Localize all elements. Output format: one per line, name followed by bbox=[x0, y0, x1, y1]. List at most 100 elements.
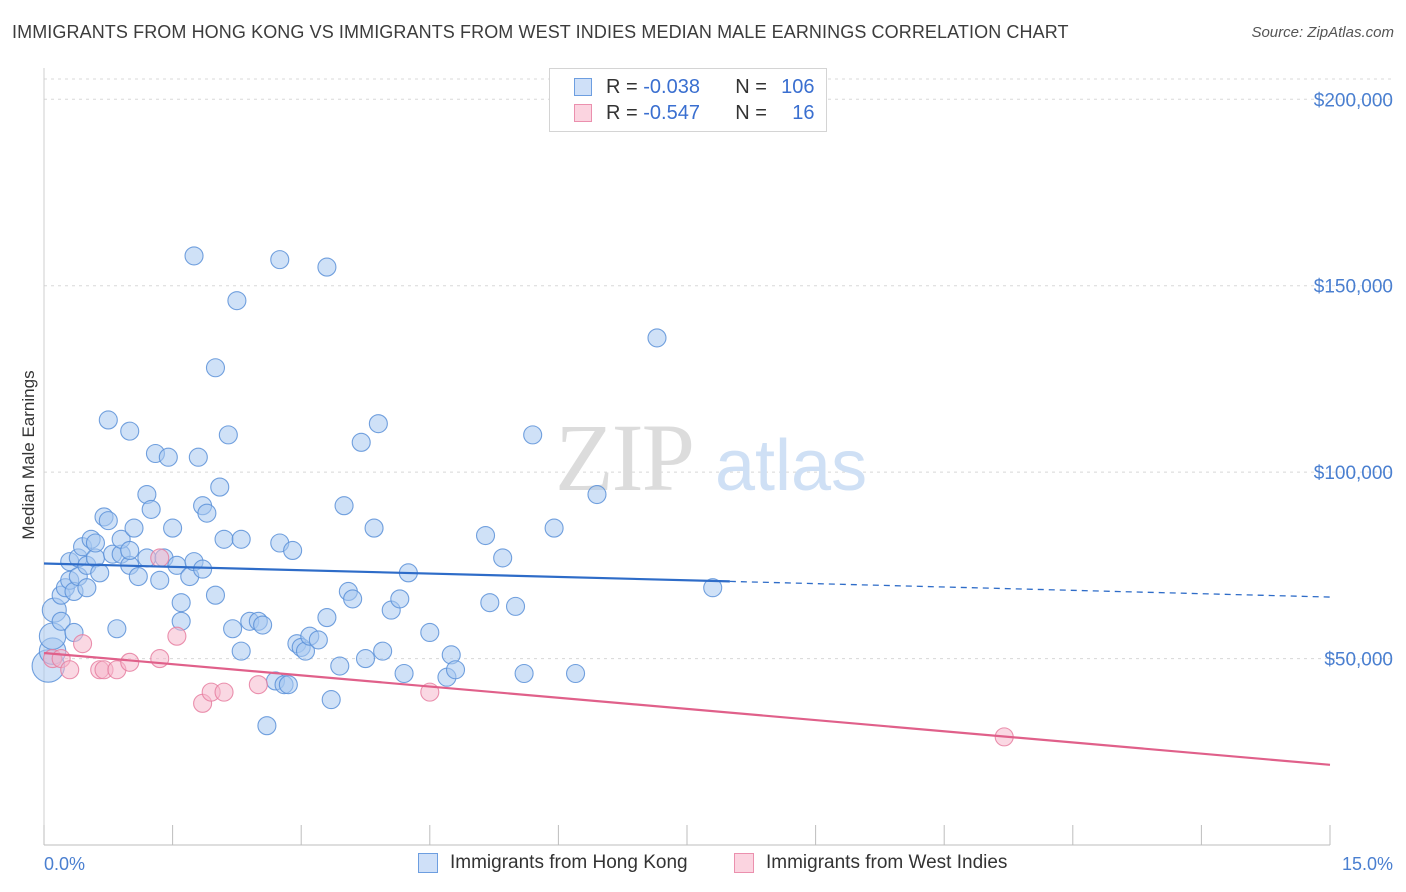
legend-row-hong-kong: R = -0.038 N = 106 bbox=[574, 75, 815, 99]
data-points bbox=[31, 246, 1014, 747]
data-point bbox=[253, 615, 273, 635]
y-tick-label: $200,000 bbox=[1314, 90, 1393, 111]
data-point bbox=[351, 432, 371, 452]
data-point bbox=[167, 626, 187, 646]
data-point bbox=[214, 682, 234, 702]
data-point bbox=[205, 585, 226, 605]
legend-n-value: 16 bbox=[792, 101, 815, 124]
data-point bbox=[60, 660, 80, 680]
series-legend-hong-kong: Immigrants from Hong Kong bbox=[418, 852, 688, 874]
data-point bbox=[77, 578, 97, 598]
x-tick-label-min: 0.0% bbox=[44, 854, 85, 874]
axes bbox=[43, 68, 1331, 846]
trend-line-hong-kong-extension bbox=[729, 580, 1331, 598]
data-point bbox=[514, 663, 534, 684]
series-swatch-blue bbox=[418, 853, 438, 873]
data-point bbox=[150, 548, 170, 568]
data-point bbox=[257, 716, 277, 736]
trend-line-hong-kong bbox=[43, 562, 730, 583]
watermark-atlas: atlas bbox=[715, 426, 867, 506]
data-point bbox=[647, 328, 667, 348]
data-point bbox=[308, 630, 328, 650]
series-swatch-pink bbox=[734, 853, 754, 873]
data-point bbox=[51, 611, 71, 631]
source-label: Source: ZipAtlas.com bbox=[1251, 24, 1394, 41]
legend-swatch-blue bbox=[574, 78, 592, 96]
data-point bbox=[565, 663, 586, 684]
trend-lines bbox=[43, 562, 1331, 766]
data-point bbox=[278, 675, 298, 695]
data-point bbox=[231, 529, 251, 549]
data-point bbox=[317, 608, 337, 628]
data-point bbox=[90, 563, 110, 583]
data-point bbox=[85, 533, 105, 553]
chart-title: IMMIGRANTS FROM HONG KONG VS IMMIGRANTS … bbox=[12, 22, 1069, 42]
y-tick-labels: $50,000 $100,000 $150,000 $200,000 bbox=[1314, 90, 1393, 670]
legend-swatch-pink bbox=[574, 104, 592, 122]
legend-n-label: N = bbox=[735, 75, 767, 98]
data-point bbox=[231, 641, 251, 661]
data-point bbox=[355, 649, 376, 669]
data-point bbox=[321, 690, 341, 710]
series-label: Immigrants from West Indies bbox=[766, 852, 1008, 873]
data-point bbox=[394, 663, 414, 684]
data-point bbox=[98, 511, 118, 531]
y-tick-label: $100,000 bbox=[1314, 463, 1393, 484]
legend-r-value: -0.038 bbox=[643, 75, 700, 98]
data-point bbox=[544, 518, 564, 538]
data-point bbox=[210, 477, 230, 497]
data-point bbox=[188, 447, 208, 467]
watermark: ZIP atlas bbox=[555, 404, 867, 511]
trend-line-west-indies bbox=[43, 651, 1331, 766]
data-point bbox=[128, 566, 148, 587]
legend-row-west-indies: R = -0.547 N = 16 bbox=[574, 101, 815, 125]
legend-n-label: N = bbox=[735, 101, 767, 124]
correlation-legend: R = -0.038 N = 106 R = -0.547 N = 16 bbox=[549, 68, 827, 132]
data-point bbox=[475, 525, 496, 546]
legend-n-value: 106 bbox=[781, 75, 815, 98]
data-point bbox=[214, 529, 234, 549]
data-point bbox=[505, 596, 526, 616]
data-point bbox=[197, 503, 217, 523]
series-west-indies-points bbox=[43, 548, 1014, 747]
data-point bbox=[703, 578, 723, 598]
x-tick-label-max: 15.0% bbox=[1342, 854, 1393, 874]
data-point bbox=[150, 649, 170, 669]
data-point bbox=[317, 257, 337, 277]
data-point bbox=[493, 548, 513, 568]
grid-lines bbox=[44, 78, 1393, 660]
data-point bbox=[124, 518, 144, 538]
data-point bbox=[163, 518, 183, 538]
data-point bbox=[223, 619, 243, 639]
data-point bbox=[141, 499, 161, 519]
data-point bbox=[368, 414, 388, 434]
y-tick-label: $150,000 bbox=[1314, 277, 1393, 298]
series-legend-west-indies: Immigrants from West Indies bbox=[734, 852, 1007, 874]
data-point bbox=[270, 250, 290, 270]
data-point bbox=[120, 421, 140, 441]
data-point bbox=[390, 589, 410, 609]
data-point bbox=[227, 291, 247, 311]
data-point bbox=[205, 358, 226, 378]
watermark-zip: ZIP bbox=[555, 404, 693, 511]
data-point bbox=[373, 641, 393, 661]
data-point bbox=[150, 570, 170, 590]
data-point bbox=[248, 675, 268, 695]
data-point bbox=[107, 619, 127, 639]
data-point bbox=[445, 660, 466, 680]
legend-r-label: R = bbox=[606, 101, 638, 124]
legend-r-label: R = bbox=[606, 75, 638, 98]
legend-r-value: -0.547 bbox=[643, 101, 700, 124]
data-point bbox=[184, 246, 204, 266]
data-point bbox=[480, 593, 500, 613]
data-point bbox=[120, 652, 140, 672]
data-point bbox=[218, 425, 238, 445]
y-axis-label: Median Male Earnings bbox=[19, 370, 38, 539]
data-point bbox=[343, 589, 363, 609]
y-tick-label: $50,000 bbox=[1324, 650, 1393, 671]
series-label: Immigrants from Hong Kong bbox=[450, 852, 688, 873]
data-point bbox=[523, 425, 543, 445]
data-point bbox=[171, 593, 191, 613]
data-point bbox=[193, 559, 213, 579]
